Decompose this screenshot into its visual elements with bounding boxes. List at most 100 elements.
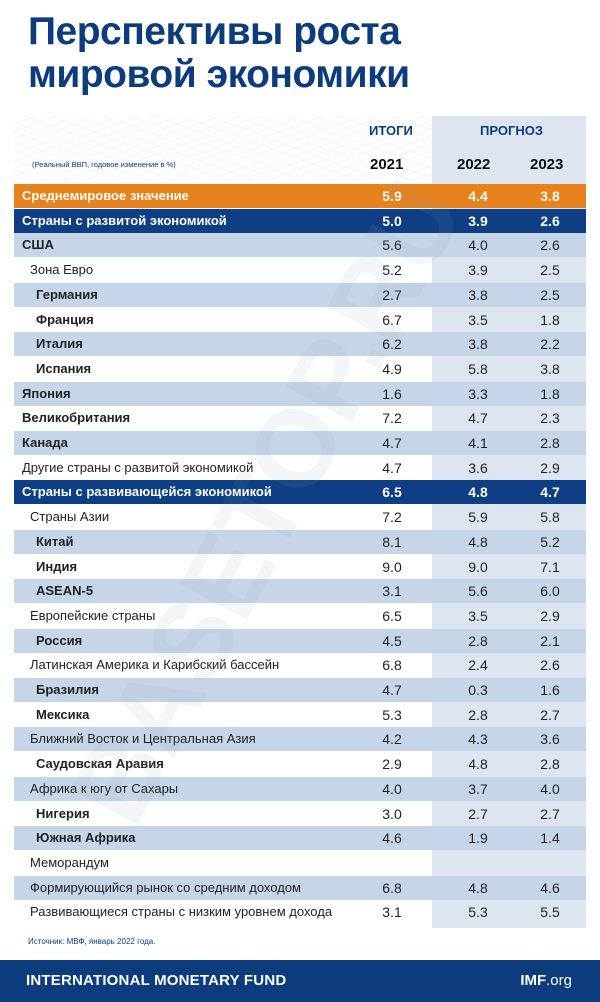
row-value-2022: 4.8 <box>468 533 488 550</box>
row-label: США <box>22 237 54 253</box>
table-row: Япония 1.6 3.3 1.8 <box>14 381 586 406</box>
row-label: Канада <box>22 435 68 450</box>
row-value-2023: 2.2 <box>540 336 560 353</box>
row-value-2022: 4.0 <box>468 237 488 254</box>
header-prognoz: ПРОГНОЗ <box>480 123 543 138</box>
table-row: Германия 2.7 3.8 2.5 <box>14 282 586 307</box>
row-value-2023: 2.6 <box>540 237 560 254</box>
row-label: Южная Африка <box>36 830 136 846</box>
row-label: Мексика <box>36 706 90 722</box>
row-label: Европейские страны <box>30 607 156 623</box>
row-value-2023: 3.6 <box>540 731 560 748</box>
row-value-2022: 5.9 <box>468 509 488 526</box>
row-value-2021: 4.6 <box>382 830 402 847</box>
row-value-2023: 1.8 <box>540 311 560 328</box>
row-value-2022: 4.8 <box>468 756 488 773</box>
table-row: Меморандум <box>14 851 586 875</box>
row-value-2023: 2.9 <box>540 459 560 476</box>
table-row: Развивающиеся страны с низким уровнем до… <box>14 900 586 924</box>
row-label: Германия <box>36 286 98 302</box>
title-line-2: мировой экономики <box>28 53 410 96</box>
row-value-2022: 0.3 <box>468 682 488 698</box>
row-value-2022: 4.4 <box>468 188 488 204</box>
footer-bar: INTERNATIONAL MONETARY FUND IMF.org <box>0 960 600 1002</box>
row-value-2023: 1.4 <box>540 830 560 847</box>
row-value-2021: 4.7 <box>382 682 402 698</box>
row-value-2022: 5.6 <box>468 583 488 600</box>
row-value-2023: 2.5 <box>540 262 560 279</box>
row-value-2023: 1.6 <box>540 682 560 698</box>
page-title: Перспективы роста мировой экономики <box>28 10 588 96</box>
row-value-2023: 4.6 <box>540 879 560 896</box>
header-year-2023: 2023 <box>530 156 564 173</box>
table-row: Ближний Восток и Центральная Азия 4.2 4.3 3… <box>14 727 586 752</box>
footer-imf-org-bold: IMF <box>520 972 547 989</box>
row-label: Меморандум <box>30 854 109 870</box>
row-value-2022: 9.0 <box>468 558 488 575</box>
growth-table: ИТОГИ ПРОГНОЗ (Реальный ВВП, годовое изм… <box>14 116 586 928</box>
table-row: Канада 4.7 4.1 2.8 <box>14 431 586 455</box>
row-label: Великобритания <box>22 410 131 426</box>
row-value-2023: 5.2 <box>540 533 560 550</box>
row-value-2021: 3.1 <box>382 904 402 921</box>
table-row: Великобритания 7.2 4.7 2.3 <box>14 406 586 430</box>
row-label: Африка к югу от Сахары <box>30 780 179 796</box>
table-row: Среднемировое значение 5.9 4.4 3.8 <box>14 184 586 208</box>
row-value-2022: 3.5 <box>468 311 488 328</box>
row-value-2022: 2.8 <box>468 706 488 723</box>
row-label: Россия <box>36 632 83 648</box>
table-row: Страны с развитой экономикой 5.0 3.9 2.6 <box>14 208 586 233</box>
table-row: Другие страны с развитой экономикой 4.7 3.… <box>14 456 586 480</box>
row-value-2023: 1.8 <box>540 385 560 402</box>
header-year-2021: 2021 <box>370 156 404 173</box>
row-label: Развивающиеся страны с низким уровнем до… <box>30 904 333 920</box>
row-value-2023: 2.8 <box>540 435 560 451</box>
table-row: ASEAN-5 3.1 5.6 6.0 <box>14 579 586 604</box>
row-value-2023: 2.5 <box>540 286 560 303</box>
row-label: Франция <box>36 311 94 327</box>
header-subnote: (Реальный ВВП, годовое изменение в %) <box>32 160 176 169</box>
table-row: Италия 6.2 3.8 2.2 <box>14 332 586 357</box>
row-label: Страны Азии <box>30 509 110 525</box>
row-value-2022: 3.5 <box>468 607 488 624</box>
row-value-2023: 6.0 <box>540 583 560 600</box>
row-value-2021: 4.7 <box>382 435 402 451</box>
row-value-2022: 4.3 <box>468 731 488 748</box>
row-value-2022: 4.7 <box>468 410 488 427</box>
row-value-2022: 3.8 <box>468 286 488 303</box>
table-row: Страны с развивающейся экономикой 6.5 4.8 4… <box>14 480 586 505</box>
row-value-2022: 4.1 <box>468 435 488 451</box>
row-value-2023: 2.9 <box>540 607 560 624</box>
row-value-2022: 4.8 <box>468 484 488 501</box>
row-label: Саудовская Аравия <box>36 756 164 772</box>
table-row: Южная Африка 4.6 1.9 1.4 <box>14 826 586 851</box>
row-value-2023: 5.5 <box>540 904 560 921</box>
row-value-2022: 1.9 <box>468 830 488 847</box>
footer-imf-org[interactable]: IMF.org <box>520 960 572 1002</box>
row-value-2021: 3.0 <box>382 805 402 822</box>
row-label: Формирующийся рынок со средним доходом <box>30 879 301 895</box>
footer-imf-org-rest: .org <box>546 972 572 989</box>
row-value-2021: 6.8 <box>382 657 402 674</box>
row-label: Индия <box>36 558 78 574</box>
row-value-2022: 2.8 <box>468 632 488 649</box>
table-row: Китай 8.1 4.8 5.2 <box>14 529 586 554</box>
row-label: Италия <box>36 336 83 352</box>
row-value-2022: 3.9 <box>468 262 488 279</box>
table-row: Формирующийся рынок со средним доходом 6.… <box>14 875 586 900</box>
source-note: Источник: МВФ, январь 2022 года. <box>28 937 156 946</box>
row-value-2023: 7.1 <box>540 558 560 575</box>
table-row: Латинская Америка и Карибский бассейн 6.8… <box>14 653 586 677</box>
table-row: Индия 9.0 9.0 7.1 <box>14 555 586 579</box>
row-value-2021: 9.0 <box>382 558 402 575</box>
row-value-2022: 5.8 <box>468 360 488 377</box>
row-value-2023: 4.7 <box>540 484 560 501</box>
row-value-2021: 6.5 <box>382 607 402 624</box>
table-row: Зона Евро 5.2 3.9 2.5 <box>14 258 586 282</box>
row-value-2023: 2.1 <box>540 632 560 649</box>
row-value-2022: 3.8 <box>468 336 488 353</box>
table-row: Европейские страны 6.5 3.5 2.9 <box>14 604 586 628</box>
row-value-2021: 8.1 <box>382 533 402 550</box>
row-label: Ближний Восток и Центральная Азия <box>30 731 256 747</box>
row-value-2021: 6.2 <box>382 336 402 353</box>
